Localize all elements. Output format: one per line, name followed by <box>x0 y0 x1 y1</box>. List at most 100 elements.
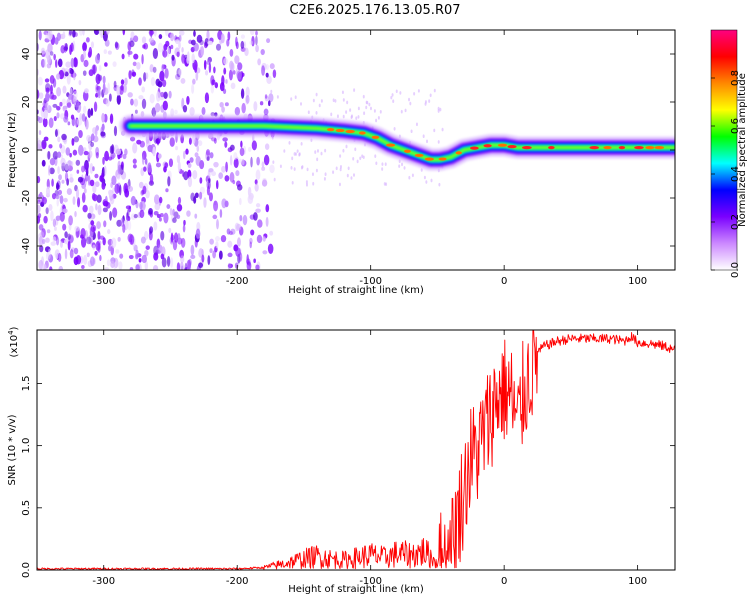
noise-speckle <box>124 148 128 156</box>
noise-speckle <box>83 150 89 156</box>
noise-speckle <box>201 107 206 116</box>
noise-speckle <box>181 46 184 53</box>
noise-speckle <box>39 245 44 253</box>
noise-speckle <box>237 184 243 191</box>
noise-speckle <box>138 95 144 100</box>
noise-speckle <box>61 162 66 172</box>
noise-speckle <box>157 42 164 53</box>
noise-speckle <box>404 108 407 113</box>
noise-speckle <box>384 162 387 166</box>
noise-speckle <box>38 130 42 135</box>
noise-speckle <box>233 158 239 169</box>
noise-speckle <box>49 167 55 175</box>
noise-speckle <box>201 254 205 263</box>
noise-speckle <box>288 141 291 145</box>
noise-speckle <box>69 68 74 75</box>
noise-speckle <box>177 233 181 240</box>
colorbar-label: Normalized spectral amplitude <box>737 73 748 227</box>
noise-speckle <box>395 89 398 94</box>
noise-speckle <box>100 172 105 181</box>
noise-speckle <box>56 112 60 119</box>
noise-speckle <box>176 262 181 270</box>
noise-speckle <box>439 107 442 112</box>
noise-speckle <box>193 30 196 37</box>
noise-speckle <box>176 214 181 219</box>
noise-speckle <box>41 196 48 205</box>
noise-speckle <box>186 259 192 270</box>
noise-speckle <box>141 189 145 195</box>
noise-speckle <box>141 254 147 264</box>
ridge-hotspot <box>654 146 665 150</box>
y-tick-label: 0.5 <box>21 500 32 516</box>
noise-speckle <box>148 207 153 215</box>
x-tick-label: 100 <box>628 276 647 287</box>
noise-speckle <box>250 156 253 168</box>
ridge-hotspot <box>414 153 424 158</box>
noise-speckle <box>52 236 57 243</box>
noise-speckle <box>359 156 362 161</box>
noise-speckle <box>408 97 411 102</box>
noise-speckle <box>141 53 144 65</box>
noise-speckle <box>243 41 247 49</box>
noise-speckle <box>93 101 98 113</box>
noise-speckle <box>204 37 209 47</box>
noise-speckle <box>178 30 185 36</box>
noise-speckle <box>226 228 231 235</box>
noise-speckle <box>346 100 349 105</box>
noise-speckle <box>92 184 97 194</box>
noise-speckle <box>293 167 296 171</box>
noise-speckle <box>163 91 168 99</box>
noise-speckle <box>100 131 106 137</box>
noise-speckle <box>222 137 228 142</box>
noise-speckle <box>219 208 223 218</box>
noise-speckle <box>161 257 167 268</box>
noise-speckle <box>318 103 321 108</box>
noise-speckle <box>153 252 159 261</box>
noise-speckle <box>324 172 327 177</box>
noise-speckle <box>255 203 261 208</box>
noise-speckle <box>161 64 165 72</box>
noise-speckle <box>290 166 293 170</box>
noise-speckle <box>239 214 243 222</box>
noise-speckle <box>84 88 89 94</box>
noise-speckle <box>224 102 229 107</box>
noise-speckle <box>175 39 180 45</box>
noise-speckle <box>368 102 371 107</box>
noise-speckle <box>45 87 50 94</box>
noise-speckle <box>115 148 122 155</box>
noise-speckle <box>236 70 243 80</box>
noise-speckle <box>221 106 225 113</box>
noise-speckle <box>37 89 40 99</box>
noise-speckle <box>38 224 44 231</box>
noise-speckle <box>194 192 199 199</box>
noise-speckle <box>144 158 148 165</box>
noise-speckle <box>196 145 200 152</box>
ridge-hotspot <box>385 143 396 147</box>
noise-speckle <box>51 192 57 200</box>
noise-speckle <box>64 248 68 260</box>
ridge-hotspot <box>548 146 555 150</box>
noise-speckle <box>154 202 161 211</box>
noise-speckle <box>73 90 78 100</box>
noise-speckle <box>437 109 440 113</box>
noise-speckle <box>305 180 308 184</box>
noise-speckle <box>172 208 175 216</box>
noise-speckle <box>158 196 163 204</box>
noise-speckle <box>37 199 42 204</box>
noise-speckle <box>48 144 53 149</box>
noise-speckle <box>73 70 76 81</box>
noise-speckle <box>52 103 58 108</box>
noise-speckle <box>57 166 60 175</box>
noise-speckle <box>105 98 110 107</box>
noise-speckle <box>90 224 97 233</box>
snr-frame <box>36 329 676 571</box>
noise-speckle <box>145 72 149 80</box>
noise-speckle <box>72 30 76 38</box>
noise-speckle <box>153 30 157 37</box>
noise-speckle <box>429 93 432 98</box>
noise-speckle <box>176 155 181 164</box>
noise-speckle <box>261 65 266 76</box>
ridge-hotspot <box>634 146 644 150</box>
noise-speckle <box>87 212 92 219</box>
noise-speckle <box>381 162 384 166</box>
